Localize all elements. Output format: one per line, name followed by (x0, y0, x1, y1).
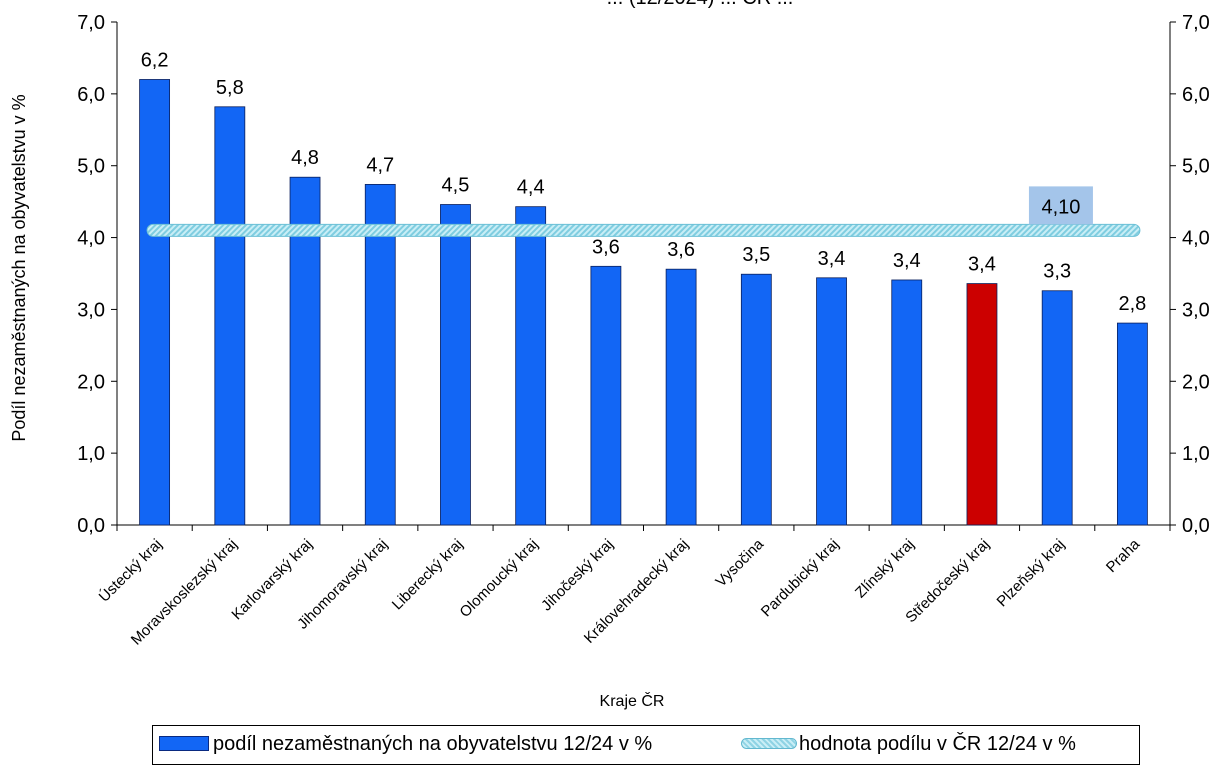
bar-data-label: 4,7 (366, 154, 394, 176)
legend-swatch-line (741, 738, 797, 749)
bar (1041, 290, 1073, 526)
x-tick-label: Zlínský kraj (852, 536, 918, 602)
bar (740, 273, 772, 526)
bar-labels: 6,2 5,8 4,8 4,7 4,5 4,4 3,6 3,6 3,5 3,4 3,4 3,4 3,3 2… (141, 49, 1147, 315)
bar (590, 265, 622, 526)
y-tick-label-right: 7,0 (1182, 12, 1210, 34)
average-value-label: 4,10 (1041, 196, 1080, 218)
bar (139, 79, 171, 526)
y-tick-label-left: 3,0 (77, 299, 105, 321)
y-tick-label-right: 0,0 (1182, 515, 1210, 537)
bar (515, 206, 547, 526)
x-tick-label: Jihočeský kraj (538, 536, 617, 615)
bar-data-label: 2,8 (1118, 293, 1146, 315)
bar-data-label: 3,5 (742, 244, 770, 266)
bar-data-label: 6,2 (141, 49, 169, 71)
bar-data-label: 4,4 (517, 177, 545, 199)
x-tick-label: Ústecký kraj (96, 536, 166, 606)
bar (966, 283, 998, 526)
x-tick-label: Vysočina (712, 535, 767, 590)
y-tick-label-left: 7,0 (77, 12, 105, 34)
bar (364, 183, 396, 526)
x-tick-label: Karlovarský kraj (228, 536, 315, 623)
average-line: 4,10 (146, 186, 1141, 237)
legend-swatch-bars (159, 736, 209, 751)
bar-data-label: 3,6 (592, 236, 620, 258)
bar-data-label: 3,4 (968, 254, 996, 276)
chart-legend: podíl nezaměstnaných na obyvatelstvu 12/… (152, 725, 1140, 765)
bar-data-label: 3,4 (893, 250, 921, 272)
bar-data-label: 3,6 (667, 239, 695, 261)
x-tick-label: Plzeňský kraj (994, 536, 1069, 611)
y-tick-label-left: 2,0 (77, 371, 105, 393)
y-tick-label-right: 3,0 (1182, 299, 1210, 321)
legend-label-bars: podíl nezaměstnaných na obyvatelstvu 12/… (213, 733, 653, 755)
average-value-box (1028, 186, 1093, 225)
y-tick-label-right: 1,0 (1182, 443, 1210, 465)
y-tick-label-right: 6,0 (1182, 84, 1210, 106)
y-tick-label-left: 1,0 (77, 443, 105, 465)
average-line-bar (146, 223, 1141, 237)
x-tick-label: Liberecký kraj (389, 536, 466, 613)
bar-data-label: 5,8 (216, 77, 244, 99)
bar (214, 106, 246, 526)
bar-data-label: 3,4 (818, 248, 846, 270)
y-tick-label-right: 5,0 (1182, 156, 1210, 178)
bar (891, 279, 923, 526)
y-tick-label-left: 6,0 (77, 84, 105, 106)
bar-data-label: 3,3 (1043, 261, 1071, 283)
y-tick-label-left: 0,0 (77, 515, 105, 537)
y-tick-label-left: 5,0 (77, 156, 105, 178)
x-axis-title: Kraje ČR (600, 691, 665, 710)
bar (665, 268, 697, 526)
legend-label-line: hodnota podílu v ČR 12/24 v % (799, 733, 1076, 755)
x-tick-label: Olomoucký kraj (456, 536, 541, 621)
x-tick-label: Pardubický kraj (758, 536, 843, 621)
bar (440, 204, 471, 526)
y-tick-label-left: 4,0 (77, 228, 105, 250)
y-tick-label-right: 2,0 (1182, 371, 1210, 393)
bar-data-label: 4,8 (291, 147, 319, 169)
chart-title: ... (12/2024) ... ČR ... (607, 0, 794, 9)
bar (816, 277, 847, 526)
y-tick-label-right: 4,0 (1182, 228, 1210, 250)
bar (1116, 322, 1148, 526)
bar-data-label: 4,5 (442, 175, 470, 197)
x-tick-label: Praha (1103, 535, 1144, 576)
axes: 0,0 0,0 1,0 1,0 2,0 2,0 3,0 3,0 4,0 4,0 5,0 5,0 6,0 6… (77, 12, 1210, 537)
y-axis-title: Podíl nezaměstnaných na obyvatelstvu v % (9, 94, 29, 441)
